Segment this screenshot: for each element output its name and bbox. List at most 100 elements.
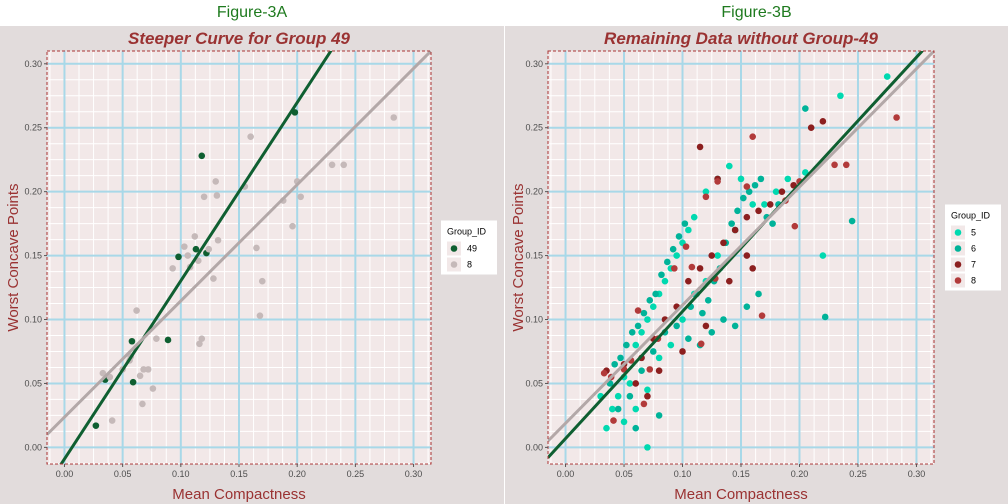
- data-point-49: [192, 245, 200, 253]
- data-point-6: [623, 341, 630, 349]
- data-point-6: [704, 297, 712, 304]
- legend-title: Group_ID: [447, 227, 487, 237]
- y-tick-label: 0.05: [24, 378, 42, 388]
- data-point-8: [697, 340, 705, 348]
- data-point-5: [632, 341, 640, 349]
- data-point-5: [661, 277, 669, 285]
- data-point-8: [133, 307, 140, 314]
- data-point-6: [655, 412, 663, 419]
- data-point-6: [617, 354, 624, 362]
- data-point-8: [340, 161, 348, 169]
- data-point-6: [720, 316, 727, 323]
- data-point-6: [640, 309, 648, 317]
- data-point-6: [634, 322, 642, 330]
- data-point-6: [757, 175, 765, 183]
- data-point-7: [743, 213, 751, 221]
- data-point-8: [200, 193, 208, 201]
- data-point-6: [731, 322, 739, 330]
- y-tick-label: 0.05: [525, 378, 543, 388]
- x-tick-label: 0.20: [288, 469, 306, 479]
- data-point-7: [819, 118, 827, 125]
- data-point-8: [213, 192, 221, 199]
- data-point-5: [667, 341, 675, 349]
- regression-lines: [47, 51, 431, 464]
- data-point-6: [740, 194, 747, 202]
- y-tick-label: 0.20: [525, 187, 543, 197]
- legend-label: 49: [467, 244, 477, 254]
- x-tick-label: 0.25: [347, 469, 365, 479]
- data-point-7: [685, 277, 692, 285]
- data-point-6: [699, 309, 706, 317]
- data-point-7: [679, 348, 686, 355]
- data-point-6: [626, 392, 634, 400]
- data-point-8: [181, 243, 188, 250]
- legend-label: 7: [971, 260, 976, 270]
- data-point-7: [726, 277, 733, 285]
- data-point-8: [212, 178, 220, 185]
- data-point-7: [749, 265, 756, 272]
- data-point-6: [802, 105, 809, 112]
- data-point-7: [755, 207, 762, 215]
- data-point-5: [644, 444, 651, 451]
- data-point-5: [737, 175, 745, 183]
- data-point-8: [634, 307, 642, 314]
- data-point-7: [743, 252, 751, 259]
- data-point-5: [673, 252, 680, 259]
- data-point-8: [610, 417, 617, 424]
- data-point-5: [714, 252, 721, 259]
- y-tick-label: 0.10: [525, 315, 543, 325]
- data-point-7: [778, 188, 786, 195]
- data-point-7: [696, 143, 704, 151]
- data-point-49: [128, 337, 136, 345]
- data-point-8: [247, 133, 254, 140]
- data-point-6: [652, 290, 659, 298]
- x-tick-label: 0.00: [557, 469, 575, 479]
- data-point-5: [749, 201, 756, 208]
- data-point-7: [655, 367, 663, 374]
- figure-3b-panel: Figure-3B 0.00 0.05 0.10 0.15 0.20 0.25 0.30 0.…: [505, 0, 1008, 504]
- data-point-8: [169, 265, 176, 272]
- data-point-6: [675, 233, 683, 240]
- data-point-7: [702, 322, 710, 330]
- regression-line-8: [47, 51, 431, 436]
- chart-title: Remaining Data without Group-49: [604, 29, 878, 48]
- data-point-6: [821, 313, 829, 321]
- regression-line-all: [548, 51, 934, 443]
- x-tick-label: 0.30: [405, 469, 423, 479]
- data-point-6: [611, 360, 618, 368]
- data-point-5: [644, 386, 651, 394]
- legend-key-49: [450, 245, 458, 252]
- data-point-5: [626, 380, 634, 387]
- x-tick-label: 0.10: [172, 469, 190, 479]
- data-point-5: [819, 252, 827, 259]
- data-point-8: [390, 114, 398, 121]
- data-point-49: [175, 253, 182, 261]
- data-point-5: [649, 303, 657, 311]
- data-point-8: [758, 312, 766, 319]
- legend-key-8: [954, 277, 962, 284]
- legend-key-8: [450, 261, 458, 268]
- data-point-7: [696, 265, 704, 272]
- y-tick-label: 0.00: [24, 442, 42, 452]
- data-point-8: [831, 161, 838, 169]
- data-point-5: [837, 92, 844, 100]
- scatter-plot-b: 0.00 0.05 0.10 0.15 0.20 0.25 0.30 0.00 0.05 0.10…: [510, 29, 1001, 503]
- y-tick-label: 0.10: [24, 315, 42, 325]
- data-point-6: [848, 217, 856, 225]
- legend-label: 5: [971, 228, 976, 238]
- data-point-5: [883, 73, 891, 80]
- data-point-8: [289, 222, 296, 230]
- data-point-6: [638, 367, 645, 374]
- data-point-8: [791, 222, 799, 230]
- data-point-6: [743, 303, 751, 311]
- data-point-49: [164, 336, 172, 344]
- data-point-5: [603, 424, 610, 432]
- data-point-6: [708, 329, 716, 336]
- data-point-8: [258, 277, 266, 285]
- data-point-7: [807, 124, 815, 132]
- chart-title: Steeper Curve for Group 49: [128, 29, 351, 48]
- data-point-8: [749, 133, 756, 140]
- data-point-6: [769, 220, 776, 227]
- data-point-8: [893, 114, 900, 121]
- data-point-8: [671, 265, 678, 272]
